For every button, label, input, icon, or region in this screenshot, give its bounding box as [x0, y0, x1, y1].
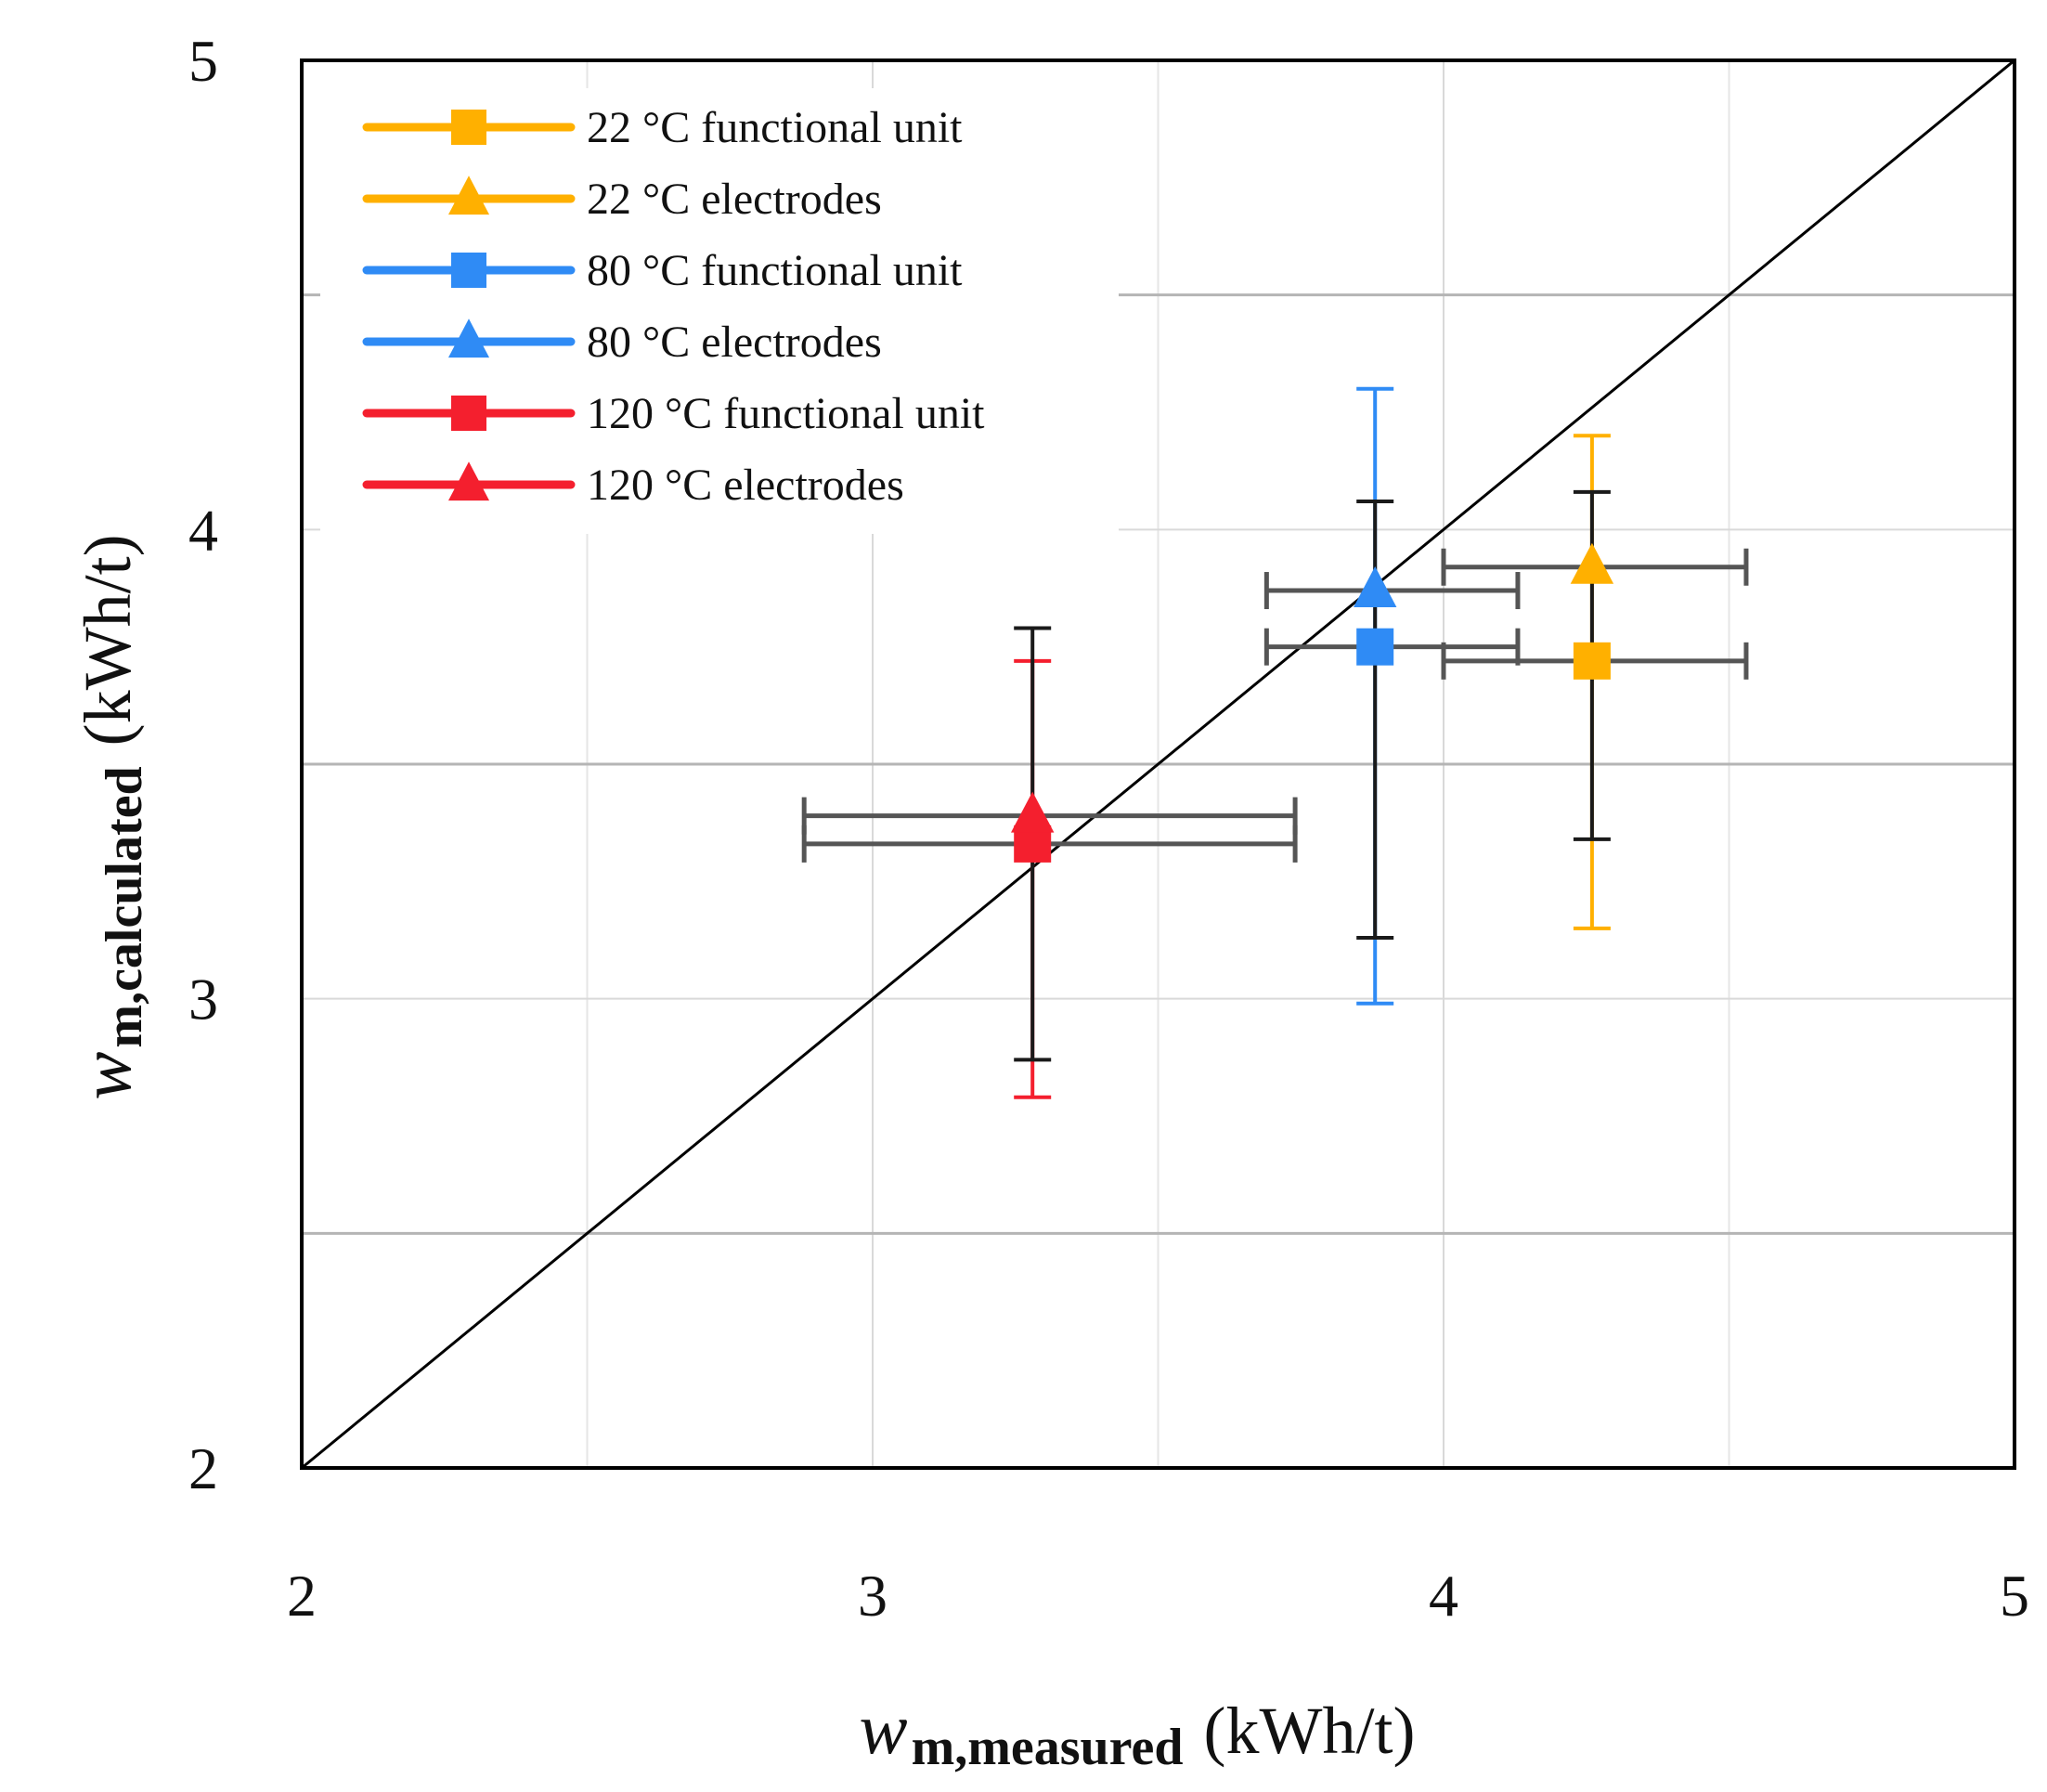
x-tick-label: 5 — [2000, 1563, 2029, 1629]
error-bars — [801, 386, 1749, 1099]
reference-line-group — [301, 58, 2015, 1470]
legend-label: 120 °C functional unit — [587, 389, 985, 438]
y-axis-title-subscript: m,calculated — [96, 766, 153, 1047]
legend-label: 22 °C functional unit — [587, 103, 963, 152]
y-tick-label: 2 — [188, 1435, 218, 1501]
plot-frame — [300, 58, 2016, 1470]
legend-background — [320, 88, 1119, 534]
x-axis-title-subscript: m,measured — [912, 1719, 1184, 1776]
point-120-c-electrodes — [1011, 791, 1055, 833]
y-axis-title: w m,calculated (kWh/t) — [65, 534, 153, 1099]
point-80-c-electrodes — [1354, 566, 1397, 608]
point-22-c-electrodes — [1570, 542, 1614, 584]
data-markers — [1011, 542, 1614, 863]
point-80-c-functional-unit — [1356, 628, 1394, 666]
legend-label: 80 °C electrodes — [587, 318, 882, 367]
x-axis-title: w m,measured (kWh/t) — [860, 1688, 1416, 1776]
x-tick-label: 2 — [287, 1563, 317, 1629]
y-tick-label: 4 — [188, 497, 218, 563]
x-axis-title-unit: (kWh/t) — [1204, 1694, 1416, 1768]
legend-label: 120 °C electrodes — [587, 461, 904, 510]
legend-marker — [451, 253, 486, 288]
x-tick-label: 4 — [1429, 1563, 1458, 1629]
legend-marker — [451, 396, 486, 431]
legend-marker — [451, 110, 486, 145]
x-tick-label: 3 — [858, 1563, 887, 1629]
y-tick-label: 5 — [188, 28, 218, 94]
reference-line — [301, 58, 2015, 1470]
tick-labels: 2 3 4 5 2 3 4 5 — [188, 28, 2029, 1629]
legend-label: 22 °C electrodes — [587, 175, 882, 224]
y-axis-title-symbol: w — [65, 1052, 146, 1100]
y-tick-label: 3 — [188, 967, 218, 1032]
y-axis-title-unit: (kWh/t) — [71, 534, 145, 746]
legend: 22 °C functional unit 22 °C electrodes 80 … — [320, 88, 1119, 534]
legend-marker — [447, 175, 490, 215]
point-22-c-functional-unit — [1573, 642, 1611, 680]
x-axis-title-symbol: w — [860, 1688, 908, 1769]
legend-marker — [447, 318, 490, 358]
legend-label: 80 °C functional unit — [587, 246, 963, 295]
legend-marker — [447, 461, 490, 501]
